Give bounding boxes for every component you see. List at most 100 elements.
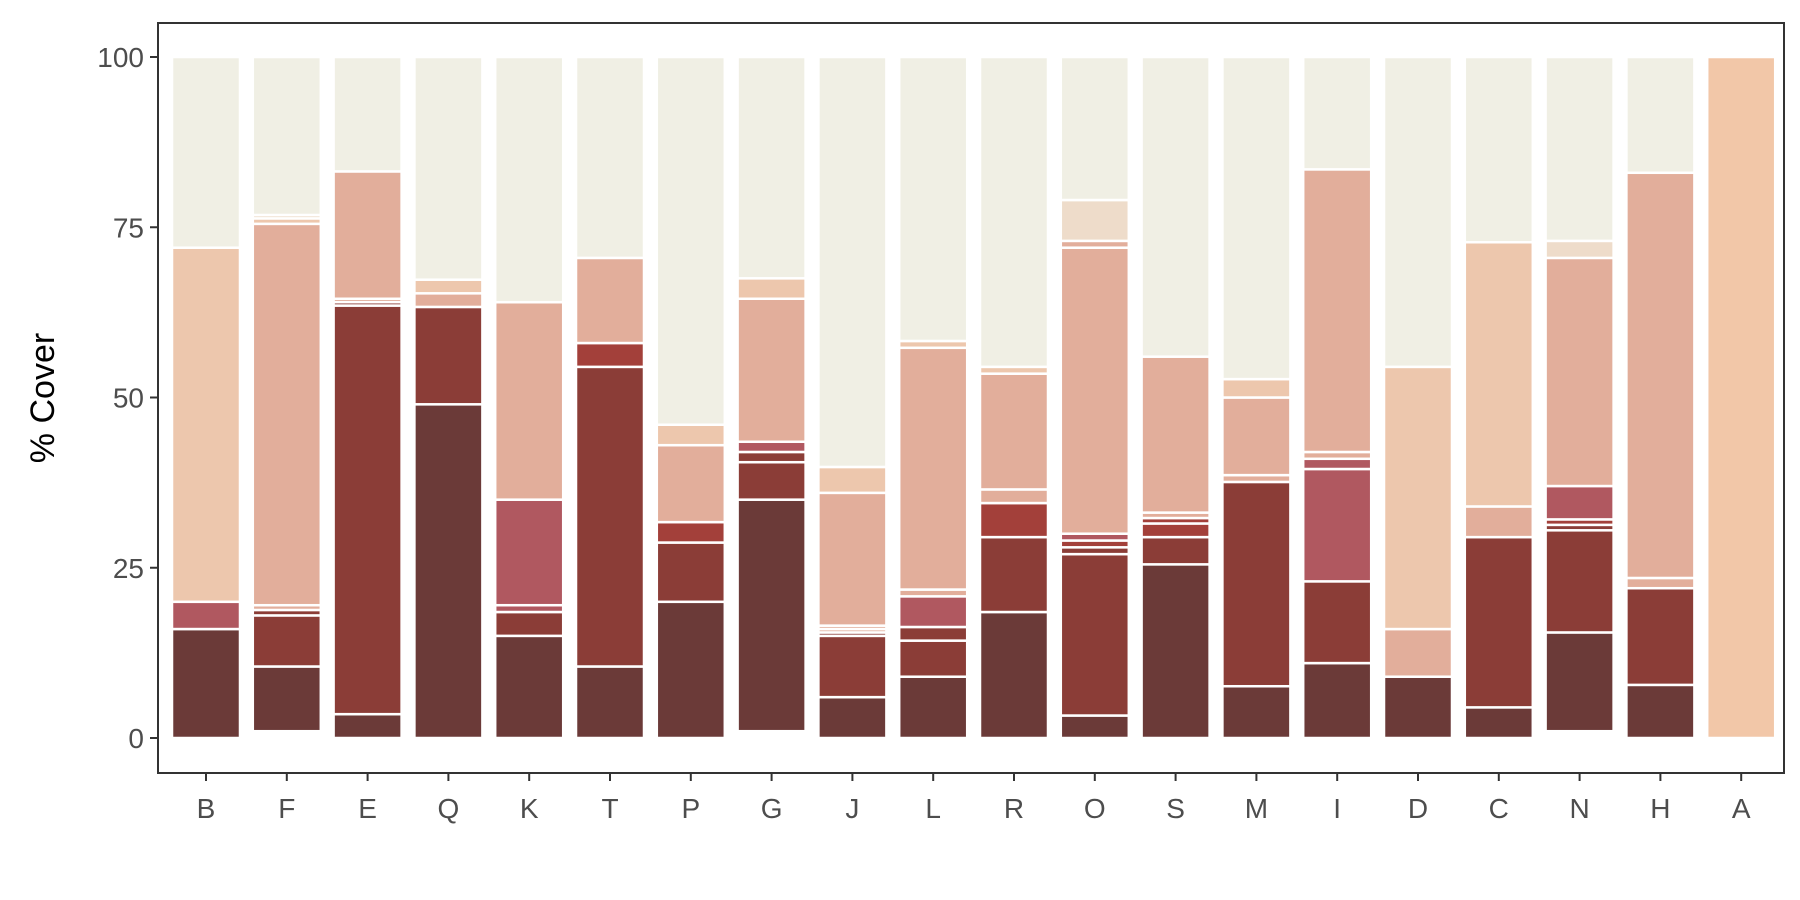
x-tick-label-O: O [1084,793,1106,824]
bar-segment-K-1 [493,634,565,740]
bar-segment-G-5 [736,440,807,454]
x-tick-label-C: C [1489,793,1509,824]
x-tick-label-K: K [520,793,539,824]
x-tick-label-R: R [1004,793,1024,824]
bar-segment-F-2 [251,665,323,733]
bar-segment-G-6 [736,297,807,444]
bar-segment-J-7 [817,465,888,495]
bar-segment-G-4 [736,450,807,464]
bar-segment-J-1 [817,695,888,740]
bar-segment-M-1 [1221,684,1292,740]
bar-segment-I-4 [1301,457,1373,471]
bar-segment-C-3 [1463,505,1535,539]
bar-segment-E-1 [332,712,403,740]
bar-segment-T-4 [574,256,646,345]
x-tick-label-F: F [278,793,295,824]
bar-segment-D-4 [1382,55,1454,369]
bar-segment-H-3 [1625,576,1696,590]
bar-segment-D-1 [1382,675,1454,740]
bar-segment-I-7 [1301,55,1373,171]
bar-segment-K-6 [493,55,565,304]
bar-segment-O-2 [1059,552,1131,717]
bar-segment-F-9 [251,55,323,217]
x-tick-label-I: I [1333,793,1341,824]
bar-segment-I-6 [1301,168,1373,454]
bar-segment-M-2 [1221,480,1292,688]
bar-segment-P-5 [655,423,727,447]
y-axis: 0 25 50 75 100 [97,42,158,754]
bar-segment-N-8 [1544,239,1615,260]
bar-segment-L-3 [897,625,969,642]
bar-segment-M-6 [1221,55,1292,381]
bar-segment-P-3 [655,520,727,544]
bar-segment-S-2 [1140,535,1211,566]
x-tick-label-M: M [1245,793,1268,824]
bar-segment-R-2 [978,535,1050,614]
y-tick-label-0: 0 [128,723,144,754]
bar-segment-S-1 [1140,563,1211,740]
bar-segment-O-1 [1059,714,1131,740]
bar-segment-H-4 [1625,171,1696,580]
bar-segment-B-4 [170,55,242,249]
x-tick-label-E: E [358,793,377,824]
y-axis-title: % Cover [24,333,62,463]
bar-segment-M-5 [1221,377,1292,399]
bar-segment-T-3 [574,341,646,369]
x-tick-label-H: H [1650,793,1670,824]
bar-segment-O-8 [1059,198,1131,243]
bar-segment-R-4 [978,488,1050,505]
bar-segment-Q-4 [413,278,484,295]
bar-segment-B-1 [170,627,242,740]
x-tick-label-A: A [1732,793,1751,824]
x-tick-label-P: P [681,793,700,824]
bar-segment-C-1 [1463,706,1535,740]
bar-segment-N-9 [1544,55,1615,243]
bar-segment-T-2 [574,365,646,668]
bar-segment-P-4 [655,443,727,524]
bar-segment-R-1 [978,610,1050,740]
x-tick-label-S: S [1166,793,1185,824]
bar-segment-G-2 [736,498,807,733]
bar-segment-S-3 [1140,522,1211,539]
x-tick-label-G: G [761,793,783,824]
bar-segment-J-2 [817,634,888,699]
bar-segment-D-3 [1382,365,1454,631]
bar-segment-N-6 [1544,484,1615,521]
bar-segment-D-2 [1382,627,1454,678]
bar-segment-C-2 [1463,535,1535,709]
bar-segment-R-5 [978,372,1050,491]
bar-segment-L-8 [897,55,969,343]
bar-segment-G-3 [736,460,807,501]
bar-segment-Q-5 [413,55,484,281]
x-tick-label-J: J [845,793,859,824]
bar-segment-L-2 [897,639,969,678]
bar-segment-E-6 [332,55,403,173]
x-tick-label-L: L [925,793,941,824]
bar-segment-L-4 [897,595,969,629]
x-tick-label-B: B [197,793,216,824]
bar-segment-P-6 [655,55,727,426]
bar-segment-R-3 [978,501,1050,539]
y-tick-label-25: 25 [113,553,144,584]
y-tick-label-75: 75 [113,212,144,243]
bar-segment-I-3 [1301,467,1373,583]
bar-segment-H-1 [1625,683,1696,740]
bar-segment-K-4 [493,498,565,607]
bar-segment-Q-1 [413,403,484,740]
bar-segment-R-7 [978,55,1050,369]
bar-segment-A-1 [1705,55,1777,740]
bar-segment-N-7 [1544,256,1615,488]
bar-segment-M-4 [1221,396,1292,477]
bar-segment-L-1 [897,675,969,740]
bar-segment-F-3 [251,614,323,668]
bar-segment-J-8 [817,55,888,469]
bar-segment-E-2 [332,304,403,716]
bar-segment-K-2 [493,610,565,638]
bar-segment-G-7 [736,277,807,301]
x-tick-label-Q: Q [438,793,460,824]
bar-segment-T-1 [574,665,646,740]
bar-segment-L-6 [897,346,969,591]
bar-segment-I-1 [1301,661,1373,740]
